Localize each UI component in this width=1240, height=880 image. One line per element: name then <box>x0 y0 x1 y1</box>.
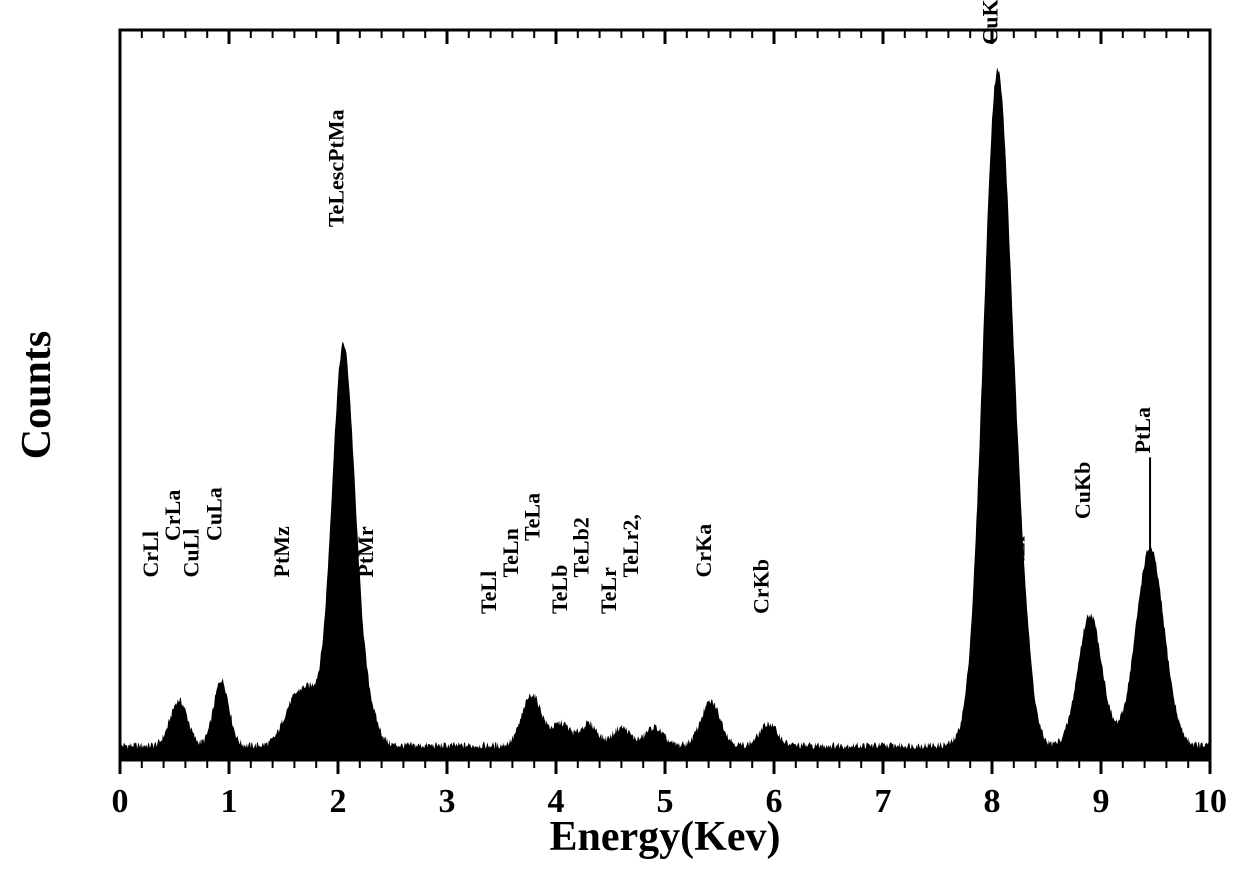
x-tick-label: 9 <box>1093 783 1110 820</box>
x-tick-label: 1 <box>221 783 238 820</box>
x-tick-label: 8 <box>984 783 1001 820</box>
x-tick-label: 10 <box>1193 783 1227 820</box>
peak-label: CuKb <box>1070 462 1095 519</box>
x-ticks: 012345678910 <box>112 30 1228 820</box>
spectrum-svg: 012345678910Energy(Kev)CountsCrLlCrLaCuL… <box>0 0 1240 880</box>
x-tick-label: 7 <box>875 783 892 820</box>
peak-label: CuLl <box>178 529 203 578</box>
x-tick-label: 3 <box>439 783 456 820</box>
eds-spectrum-chart: 012345678910Energy(Kev)CountsCrLlCrLaCuL… <box>0 0 1240 880</box>
peak-label: PtMz <box>269 526 294 578</box>
peak-label: TeLr2, <box>618 514 643 577</box>
x-tick-label: 2 <box>330 783 347 820</box>
peak-label: TeLb2 <box>569 517 594 577</box>
peak-label: PtLa <box>1130 407 1155 453</box>
peak-label: TeLa <box>520 493 545 541</box>
peak-label: CuKa <box>977 0 1002 45</box>
x-tick-label: 0 <box>112 783 129 820</box>
peak-label: CrKa <box>691 524 716 578</box>
peak-label: TeLescPtMa <box>323 109 348 227</box>
peak-label: CuLa <box>201 487 226 541</box>
peak-label: CrKb <box>749 559 774 614</box>
spectrum-fill <box>120 67 1210 760</box>
plot-frame <box>120 30 1210 760</box>
y-axis-label: Counts <box>14 331 60 459</box>
peak-label: PtMr <box>353 526 378 578</box>
x-axis-label: Energy(Kev) <box>550 814 781 860</box>
peak-label: PtLl <box>1005 536 1030 578</box>
